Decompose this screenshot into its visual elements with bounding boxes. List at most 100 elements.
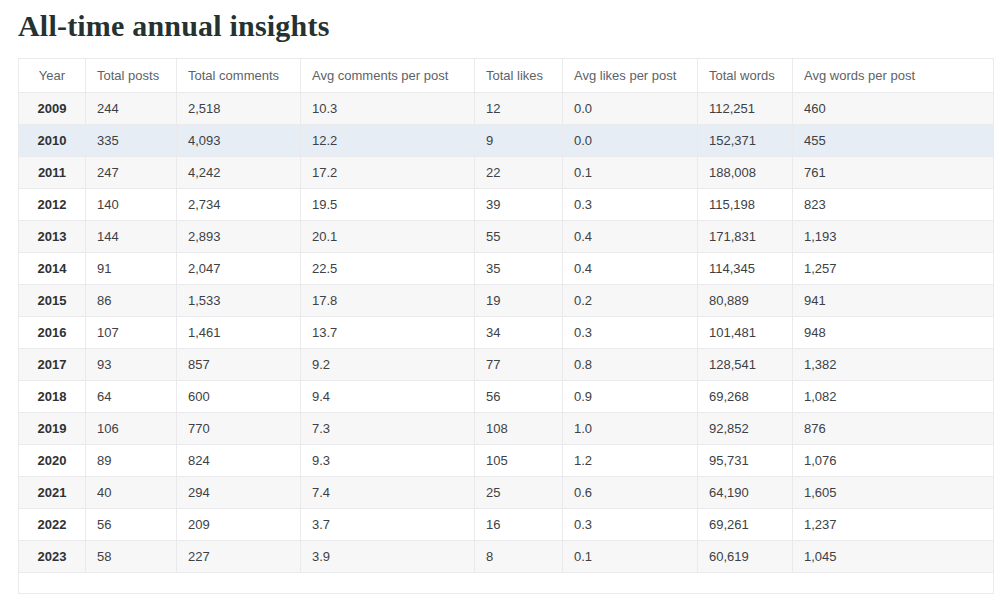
cell-total-words: 112,251 (698, 92, 793, 124)
cell-avg-words-per-post: 761 (793, 156, 994, 188)
cell-year: 2016 (19, 316, 86, 348)
cell-avg-comments-per-post: 10.3 (301, 92, 475, 124)
table-row[interactable]: 20103354,09312.290.0152,371455 (19, 124, 994, 156)
cell-avg-comments-per-post: 9.2 (301, 348, 475, 380)
col-header-avg-likes-per-post: Avg likes per post (563, 58, 698, 92)
table-row[interactable]: 20112474,24217.2220.1188,008761 (19, 156, 994, 188)
cell-total-posts: 140 (86, 188, 177, 220)
cell-year: 2021 (19, 476, 86, 508)
col-header-year: Year (19, 58, 86, 92)
cell-avg-comments-per-post: 3.7 (301, 508, 475, 540)
cell-total-posts: 106 (86, 412, 177, 444)
cell-year: 2019 (19, 412, 86, 444)
cell-avg-comments-per-post: 20.1 (301, 220, 475, 252)
cell-total-words: 115,198 (698, 188, 793, 220)
cell-total-comments: 2,518 (177, 92, 301, 124)
cell-avg-words-per-post: 1,193 (793, 220, 994, 252)
cell-total-words: 92,852 (698, 412, 793, 444)
cell-avg-likes-per-post: 0.1 (563, 540, 698, 572)
cell-year: 2020 (19, 444, 86, 476)
cell-total-words: 69,261 (698, 508, 793, 540)
cell-total-words: 101,481 (698, 316, 793, 348)
cell-total-likes: 105 (475, 444, 563, 476)
cell-avg-comments-per-post: 13.7 (301, 316, 475, 348)
table-footer-row (19, 572, 994, 593)
col-header-avg-words-per-post: Avg words per post (793, 58, 994, 92)
cell-year: 2012 (19, 188, 86, 220)
cell-total-posts: 56 (86, 508, 177, 540)
cell-total-comments: 4,242 (177, 156, 301, 188)
table-row[interactable]: 20191067707.31081.092,852876 (19, 412, 994, 444)
cell-total-words: 128,541 (698, 348, 793, 380)
table-row[interactable]: 2018646009.4560.969,2681,082 (19, 380, 994, 412)
table-row[interactable]: 2020898249.31051.295,7311,076 (19, 444, 994, 476)
cell-total-comments: 600 (177, 380, 301, 412)
cell-avg-words-per-post: 1,257 (793, 252, 994, 284)
table-row[interactable]: 20161071,46113.7340.3101,481948 (19, 316, 994, 348)
cell-avg-words-per-post: 876 (793, 412, 994, 444)
col-header-total-likes: Total likes (475, 58, 563, 92)
cell-total-comments: 1,461 (177, 316, 301, 348)
cell-avg-comments-per-post: 9.3 (301, 444, 475, 476)
cell-avg-comments-per-post: 7.3 (301, 412, 475, 444)
cell-total-posts: 144 (86, 220, 177, 252)
table-row[interactable]: 2014912,04722.5350.4114,3451,257 (19, 252, 994, 284)
cell-total-words: 171,831 (698, 220, 793, 252)
table-row[interactable]: 2022562093.7160.369,2611,237 (19, 508, 994, 540)
cell-total-words: 95,731 (698, 444, 793, 476)
cell-year: 2010 (19, 124, 86, 156)
table-header-row: Year Total posts Total comments Avg comm… (19, 58, 994, 92)
cell-total-likes: 39 (475, 188, 563, 220)
col-header-total-words: Total words (698, 58, 793, 92)
cell-avg-words-per-post: 823 (793, 188, 994, 220)
cell-total-comments: 2,734 (177, 188, 301, 220)
cell-avg-comments-per-post: 7.4 (301, 476, 475, 508)
cell-total-likes: 12 (475, 92, 563, 124)
cell-avg-words-per-post: 1,605 (793, 476, 994, 508)
cell-total-comments: 824 (177, 444, 301, 476)
table-row[interactable]: 20092442,51810.3120.0112,251460 (19, 92, 994, 124)
cell-avg-likes-per-post: 0.0 (563, 92, 698, 124)
cell-total-comments: 2,893 (177, 220, 301, 252)
col-header-total-comments: Total comments (177, 58, 301, 92)
cell-total-comments: 4,093 (177, 124, 301, 156)
page-title: All-time annual insights (0, 0, 1000, 45)
cell-year: 2017 (19, 348, 86, 380)
cell-avg-likes-per-post: 0.9 (563, 380, 698, 412)
table-row[interactable]: 2015861,53317.8190.280,889941 (19, 284, 994, 316)
cell-total-posts: 64 (86, 380, 177, 412)
cell-avg-likes-per-post: 0.0 (563, 124, 698, 156)
cell-avg-comments-per-post: 19.5 (301, 188, 475, 220)
table-row[interactable]: 2023582273.980.160,6191,045 (19, 540, 994, 572)
table-row[interactable]: 2021402947.4250.664,1901,605 (19, 476, 994, 508)
cell-total-likes: 55 (475, 220, 563, 252)
table-row[interactable]: 20121402,73419.5390.3115,198823 (19, 188, 994, 220)
cell-total-words: 69,268 (698, 380, 793, 412)
table-footer-spacer (19, 572, 994, 593)
cell-avg-likes-per-post: 0.4 (563, 220, 698, 252)
cell-year: 2011 (19, 156, 86, 188)
cell-avg-words-per-post: 948 (793, 316, 994, 348)
cell-total-words: 64,190 (698, 476, 793, 508)
cell-total-comments: 1,533 (177, 284, 301, 316)
cell-avg-likes-per-post: 0.4 (563, 252, 698, 284)
cell-total-posts: 91 (86, 252, 177, 284)
cell-total-words: 152,371 (698, 124, 793, 156)
cell-avg-words-per-post: 1,076 (793, 444, 994, 476)
cell-year: 2009 (19, 92, 86, 124)
cell-avg-words-per-post: 460 (793, 92, 994, 124)
cell-total-likes: 16 (475, 508, 563, 540)
cell-avg-comments-per-post: 3.9 (301, 540, 475, 572)
cell-avg-comments-per-post: 22.5 (301, 252, 475, 284)
cell-total-posts: 40 (86, 476, 177, 508)
cell-avg-comments-per-post: 17.2 (301, 156, 475, 188)
table-row[interactable]: 2017938579.2770.8128,5411,382 (19, 348, 994, 380)
cell-total-posts: 86 (86, 284, 177, 316)
cell-total-comments: 227 (177, 540, 301, 572)
cell-total-posts: 89 (86, 444, 177, 476)
cell-total-likes: 8 (475, 540, 563, 572)
table-row[interactable]: 20131442,89320.1550.4171,8311,193 (19, 220, 994, 252)
cell-avg-likes-per-post: 0.2 (563, 284, 698, 316)
cell-total-likes: 34 (475, 316, 563, 348)
cell-avg-comments-per-post: 17.8 (301, 284, 475, 316)
